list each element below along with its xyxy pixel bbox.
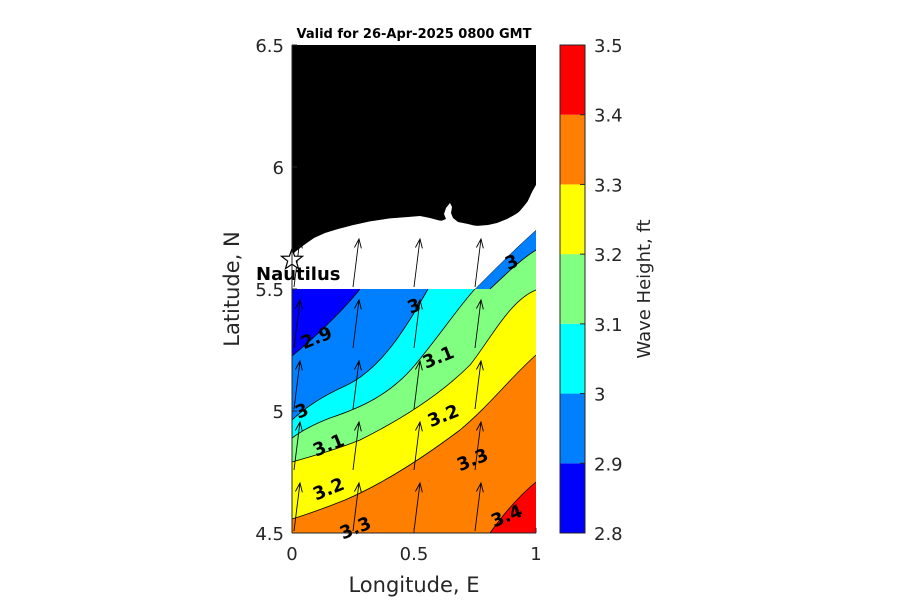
- wave-arrow: [413, 298, 423, 349]
- station-label: Nautilus: [256, 264, 341, 285]
- wave-arrow: [293, 359, 303, 410]
- colorbar-cell: [560, 463, 585, 533]
- colorbar-tick-label: 3.5: [594, 36, 623, 57]
- colorbar-cell: [560, 254, 585, 324]
- contour-band-3.1-3.2: [292, 250, 536, 462]
- colorbar-cell: [560, 45, 585, 115]
- contour-band-2.9-3.0: [292, 230, 536, 420]
- contour-band-3.3-3.4: [292, 355, 536, 533]
- wave-arrow: [293, 481, 303, 532]
- contour-band-3.4-3.5: [490, 482, 536, 533]
- colorbar-tick-label: 3: [594, 385, 605, 406]
- colorbar: 2.8 2.9 3 3.1 3.2 3.3 3.4 3.5 Wave Height, ft: [559, 36, 655, 545]
- y-tick-3: 6: [273, 158, 284, 179]
- contour-band-3.0-3.1: [292, 250, 536, 438]
- wave-arrow: [413, 359, 423, 410]
- x-tick-2: 1: [530, 544, 541, 565]
- wave-arrow: [293, 420, 303, 471]
- contour-band-2.8-2.9: [292, 289, 360, 356]
- wave-arrow: [413, 420, 423, 471]
- colorbar-tick-label: 2.8: [594, 524, 623, 545]
- wave-arrow: [474, 420, 484, 471]
- colorbar-label: Wave Height, ft: [634, 219, 655, 358]
- wave-arrow: [293, 298, 303, 349]
- no-data-region: [292, 190, 536, 289]
- wave-arrows: [293, 237, 484, 532]
- colorbar-cell: [560, 114, 585, 185]
- wave-arrow: [352, 237, 362, 288]
- chart-title: Valid for 26-Apr-2025 0800 GMT: [297, 27, 532, 42]
- coastline: [291, 185, 537, 259]
- colorbar-cell: [560, 393, 585, 464]
- x-tick-1: 0.5: [400, 544, 429, 565]
- y-tick-4: 6.5: [255, 36, 284, 57]
- y-tick-0: 4.5: [255, 524, 284, 545]
- colorbar-tick-label: 3.1: [594, 315, 623, 336]
- colorbar-tick-label: 3.2: [594, 245, 623, 266]
- colorbar-tick-label: 3.4: [594, 106, 623, 127]
- wave-arrow: [352, 420, 362, 471]
- wave-arrow: [413, 237, 423, 288]
- colorbar-cell: [560, 323, 585, 394]
- x-tick-0: 0: [286, 544, 297, 565]
- colorbar-cell: [560, 184, 585, 255]
- wave-arrow: [352, 359, 362, 410]
- contour-band-3.2-3.3: [292, 290, 536, 519]
- x-axis-label: Longitude, E: [348, 573, 479, 597]
- wave-arrow: [474, 481, 484, 532]
- land-mass: [292, 45, 536, 256]
- y-tick-1: 5: [273, 402, 284, 423]
- colorbar-tick-label: 3.3: [594, 175, 623, 196]
- wave-arrow: [352, 298, 362, 349]
- axes: 0 0.5 1 4.5 5 5.5 6 6.5 Longitude, E Lat…: [220, 36, 542, 597]
- wave-arrow: [474, 298, 484, 349]
- wave-arrow: [474, 237, 484, 288]
- wave-arrow: [352, 481, 362, 532]
- y-axis-label: Latitude, N: [220, 231, 244, 347]
- colorbar-tick-label: 2.9: [594, 454, 623, 475]
- y-tick-2: 5.5: [255, 280, 284, 301]
- wave-arrow: [413, 481, 423, 532]
- wave-arrow: [474, 359, 484, 410]
